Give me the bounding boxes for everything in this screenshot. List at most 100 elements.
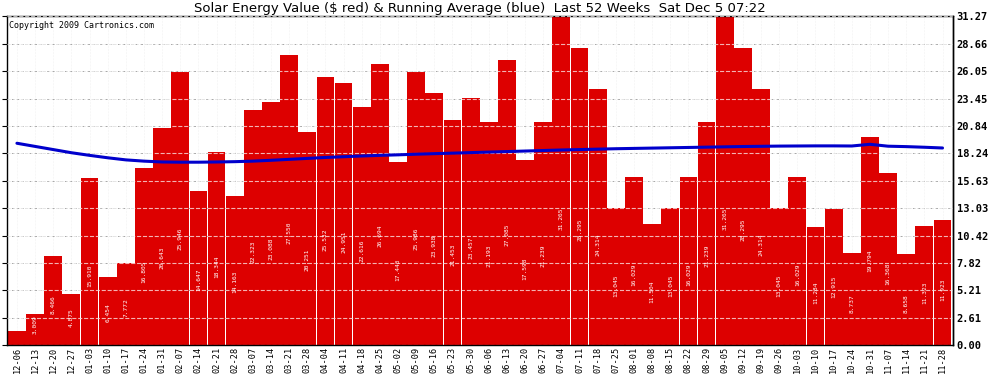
- Text: 25.946: 25.946: [178, 227, 183, 250]
- Bar: [607, 208, 625, 345]
- Bar: [842, 254, 860, 345]
- Bar: [244, 110, 261, 345]
- Text: 21.193: 21.193: [486, 245, 491, 267]
- Text: 19.794: 19.794: [867, 250, 872, 272]
- Text: 11.323: 11.323: [922, 281, 927, 304]
- Bar: [298, 132, 316, 345]
- Bar: [135, 168, 152, 345]
- Bar: [552, 16, 570, 345]
- Text: 31.265: 31.265: [559, 208, 564, 230]
- Text: 3.009: 3.009: [33, 315, 38, 334]
- Bar: [45, 256, 62, 345]
- Bar: [8, 331, 26, 345]
- Text: 12.915: 12.915: [832, 275, 837, 298]
- Text: 22.323: 22.323: [250, 241, 255, 263]
- Bar: [861, 137, 879, 345]
- Bar: [189, 191, 207, 345]
- Text: 16.029: 16.029: [795, 264, 800, 286]
- Text: 16.805: 16.805: [142, 261, 147, 284]
- Bar: [153, 128, 171, 345]
- Text: 15.910: 15.910: [87, 264, 92, 286]
- Text: 24.951: 24.951: [342, 231, 346, 254]
- Bar: [352, 107, 370, 345]
- Bar: [461, 99, 479, 345]
- Bar: [661, 208, 679, 345]
- Text: 22.616: 22.616: [359, 240, 364, 262]
- Bar: [62, 294, 80, 345]
- Text: 4.875: 4.875: [69, 309, 74, 327]
- Bar: [99, 278, 117, 345]
- Text: 11.504: 11.504: [649, 280, 654, 303]
- Bar: [262, 102, 280, 345]
- Text: 21.239: 21.239: [704, 244, 709, 267]
- Text: 16.029: 16.029: [632, 264, 637, 286]
- Text: 31.265: 31.265: [723, 208, 728, 230]
- Bar: [280, 56, 298, 345]
- Text: 7.772: 7.772: [124, 298, 129, 316]
- Text: 6.454: 6.454: [105, 303, 110, 321]
- Bar: [171, 72, 189, 345]
- Text: 13.045: 13.045: [777, 275, 782, 297]
- Bar: [317, 76, 335, 345]
- Bar: [589, 90, 607, 345]
- Text: 25.986: 25.986: [414, 227, 419, 250]
- Text: 18.344: 18.344: [214, 255, 219, 278]
- Bar: [770, 208, 788, 345]
- Text: 14.647: 14.647: [196, 269, 201, 291]
- Bar: [371, 64, 389, 345]
- Text: 16.368: 16.368: [886, 262, 891, 285]
- Text: 23.088: 23.088: [268, 238, 273, 260]
- Text: 23.938: 23.938: [432, 235, 437, 257]
- Text: 17.443: 17.443: [396, 258, 401, 281]
- Bar: [788, 177, 806, 345]
- Bar: [516, 160, 534, 345]
- Bar: [426, 93, 444, 345]
- Text: 14.163: 14.163: [233, 271, 238, 293]
- Text: 16.029: 16.029: [686, 264, 691, 286]
- Bar: [480, 122, 498, 345]
- Text: Copyright 2009 Cartronics.com: Copyright 2009 Cartronics.com: [9, 21, 153, 30]
- Bar: [389, 162, 407, 345]
- Text: 13.045: 13.045: [614, 275, 619, 297]
- Bar: [916, 226, 934, 345]
- Text: 11.923: 11.923: [940, 279, 945, 302]
- Bar: [444, 120, 461, 345]
- Bar: [644, 224, 661, 345]
- Bar: [679, 177, 697, 345]
- Text: 20.251: 20.251: [305, 248, 310, 271]
- Bar: [208, 152, 226, 345]
- Text: 27.550: 27.550: [287, 221, 292, 244]
- Bar: [897, 254, 915, 345]
- Bar: [535, 122, 552, 345]
- Bar: [625, 177, 643, 345]
- Text: 28.295: 28.295: [577, 219, 582, 241]
- Text: 8.466: 8.466: [50, 296, 55, 314]
- Bar: [226, 196, 244, 345]
- Text: 17.598: 17.598: [523, 258, 528, 280]
- Bar: [80, 178, 98, 345]
- Title: Solar Energy Value ($ red) & Running Average (blue)  Last 52 Weeks  Sat Dec 5 07: Solar Energy Value ($ red) & Running Ave…: [194, 2, 765, 15]
- Bar: [698, 122, 716, 345]
- Text: 20.643: 20.643: [159, 247, 164, 269]
- Bar: [807, 226, 825, 345]
- Text: 11.284: 11.284: [813, 281, 818, 304]
- Text: 8.658: 8.658: [904, 295, 909, 314]
- Text: 24.314: 24.314: [595, 233, 600, 256]
- Bar: [498, 60, 516, 345]
- Bar: [752, 90, 770, 345]
- Text: 13.045: 13.045: [668, 275, 673, 297]
- Bar: [716, 16, 734, 345]
- Text: 8.737: 8.737: [849, 294, 854, 313]
- Bar: [879, 173, 897, 345]
- Bar: [734, 48, 751, 345]
- Text: 28.295: 28.295: [741, 219, 745, 241]
- Bar: [570, 48, 588, 345]
- Bar: [26, 314, 44, 345]
- Bar: [117, 264, 135, 345]
- Bar: [335, 83, 352, 345]
- Text: 25.532: 25.532: [323, 229, 328, 251]
- Text: 21.239: 21.239: [541, 244, 545, 267]
- Bar: [934, 220, 951, 345]
- Text: 27.085: 27.085: [505, 223, 510, 246]
- Text: 23.457: 23.457: [468, 236, 473, 259]
